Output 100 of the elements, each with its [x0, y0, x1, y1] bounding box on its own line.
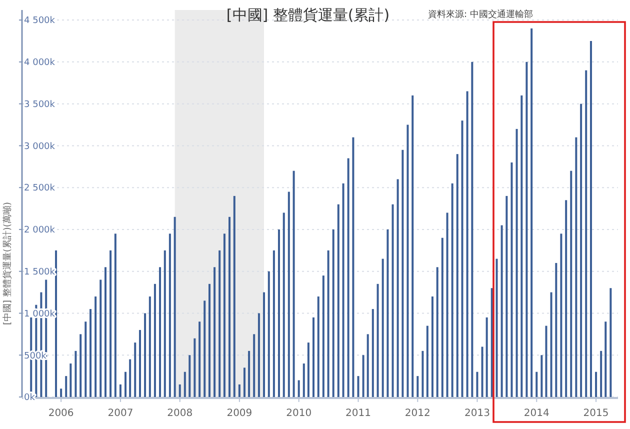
bar	[486, 317, 488, 397]
bar	[610, 288, 612, 397]
bar	[441, 238, 444, 397]
y-tick-label: 2 500k	[24, 184, 56, 194]
bar	[431, 296, 434, 397]
bar	[510, 162, 513, 397]
bar	[570, 170, 572, 397]
chart-title: [中國] 整體貨運量(累計)	[226, 6, 390, 24]
bar	[288, 192, 290, 397]
bar	[436, 267, 438, 397]
y-tick-label: 3 000k	[24, 142, 56, 152]
bar	[258, 313, 260, 397]
bar	[565, 200, 568, 397]
bar	[540, 355, 543, 397]
bar	[406, 124, 409, 397]
bar	[278, 229, 280, 397]
x-tick-label: 2010	[286, 408, 312, 419]
bar	[327, 250, 330, 397]
bar	[461, 120, 464, 397]
bar	[352, 137, 354, 397]
bar	[471, 62, 474, 397]
bar	[530, 28, 533, 397]
bar	[154, 284, 156, 397]
x-tick-label: 2006	[48, 408, 74, 419]
bar	[253, 334, 256, 397]
bar	[80, 334, 82, 397]
bar	[496, 258, 498, 397]
x-tick-label: 2008	[167, 408, 193, 419]
bar	[536, 372, 538, 397]
bar	[342, 183, 344, 397]
bar	[124, 372, 127, 397]
bar	[84, 322, 87, 397]
bar	[55, 250, 58, 397]
bar	[422, 350, 424, 397]
bar	[382, 258, 384, 397]
bar	[560, 234, 562, 397]
bar	[332, 229, 334, 397]
y-tick-label: 1 500k	[24, 268, 56, 278]
y-tick-label: 3 500k	[24, 100, 56, 110]
bar	[65, 376, 68, 397]
bar	[590, 40, 592, 397]
x-tick-label: 2015	[583, 408, 609, 419]
bar	[90, 309, 92, 397]
bar	[188, 355, 191, 397]
bar	[168, 234, 171, 397]
bar	[575, 137, 578, 397]
bar	[104, 267, 106, 397]
bar	[198, 322, 201, 397]
bar	[263, 292, 266, 397]
bar	[357, 376, 360, 397]
bar	[516, 128, 518, 397]
bar	[292, 170, 295, 397]
bar	[466, 91, 468, 397]
bar	[520, 95, 523, 397]
bar	[194, 338, 196, 397]
bar	[178, 384, 181, 397]
x-tick-label: 2012	[404, 408, 430, 419]
bar	[94, 296, 97, 397]
bar	[412, 95, 414, 397]
bar	[481, 346, 484, 397]
bar	[402, 150, 404, 397]
bar	[110, 250, 112, 397]
bar	[376, 284, 379, 397]
bar	[337, 204, 340, 397]
bar	[347, 158, 350, 397]
bar	[214, 267, 216, 397]
bar	[272, 250, 275, 397]
bar	[233, 196, 236, 397]
bar	[362, 355, 364, 397]
bar	[585, 70, 588, 397]
bar	[119, 384, 122, 397]
bar	[100, 280, 102, 397]
bar	[164, 250, 166, 397]
bar	[595, 372, 598, 397]
y-tick-label: 4 000k	[24, 58, 56, 68]
bar	[526, 62, 528, 397]
bar	[386, 229, 389, 397]
bar	[456, 154, 458, 397]
y-tick-label: 0k	[24, 393, 36, 404]
bar	[228, 216, 231, 397]
bar	[392, 204, 394, 397]
bar	[600, 350, 602, 397]
bar	[500, 225, 503, 397]
bar	[446, 212, 448, 397]
bar	[248, 350, 250, 397]
bar	[70, 363, 72, 397]
bar	[604, 322, 607, 397]
bar	[60, 388, 62, 397]
bar	[580, 104, 582, 397]
bar	[114, 234, 116, 397]
bar	[184, 372, 186, 397]
bar	[208, 284, 210, 397]
bar	[129, 359, 132, 397]
bar	[148, 296, 151, 397]
bar	[476, 372, 478, 397]
bar	[545, 326, 548, 397]
bar	[159, 267, 162, 397]
bar	[366, 334, 369, 397]
bar	[144, 313, 146, 397]
bar	[506, 196, 508, 397]
